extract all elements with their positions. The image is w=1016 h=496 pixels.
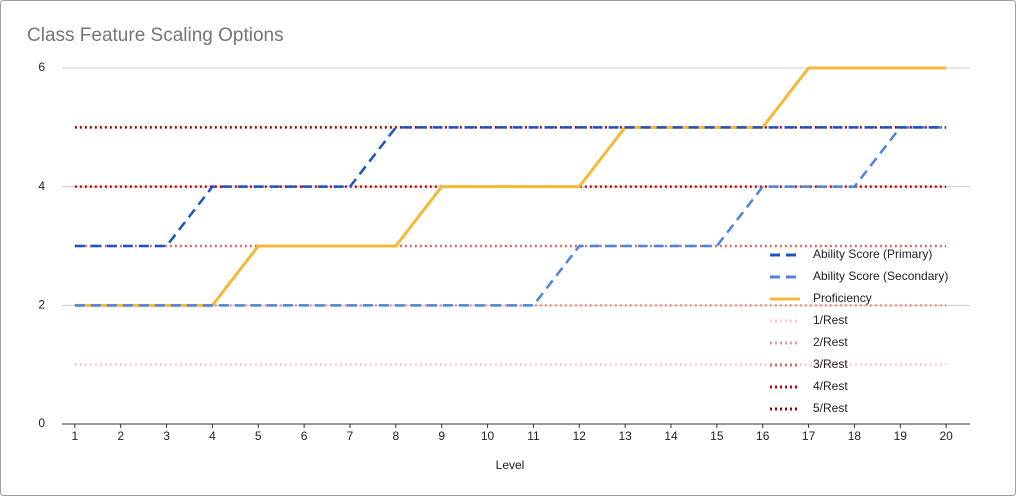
x-tick-label: 14	[664, 429, 678, 443]
y-tick-label: 6	[38, 60, 45, 74]
legend-label: 2/Rest	[813, 335, 848, 349]
x-tick-label: 9	[438, 429, 445, 443]
x-tick-label: 15	[710, 429, 724, 443]
legend-label: 1/Rest	[813, 313, 848, 327]
y-tick-label: 0	[38, 416, 45, 430]
x-tick-label: 4	[209, 429, 216, 443]
legend-label: Proficiency	[813, 291, 872, 305]
y-tick-label: 2	[38, 298, 45, 312]
x-tick-label: 2	[117, 429, 124, 443]
x-tick-label: 12	[573, 429, 587, 443]
x-tick-label: 13	[618, 429, 632, 443]
x-tick-label: 1	[71, 429, 78, 443]
chart-title: Class Feature Scaling Options	[27, 25, 284, 46]
legend-label: 3/Rest	[813, 357, 848, 371]
x-tick-label: 20	[939, 429, 953, 443]
legend-label: Ability Score (Primary)	[813, 247, 932, 261]
x-axis-title: Level	[496, 458, 525, 472]
series-line	[74, 66, 947, 307]
y-tick-label: 4	[38, 179, 45, 193]
x-tick-label: 19	[894, 429, 908, 443]
x-tick-label: 17	[802, 429, 816, 443]
series-line	[74, 126, 947, 307]
x-tick-label: 3	[163, 429, 170, 443]
x-tick-label: 5	[255, 429, 262, 443]
x-tick-label: 6	[301, 429, 308, 443]
legend-label: 5/Rest	[813, 401, 848, 415]
x-tick-label: 10	[481, 429, 495, 443]
legend-label: 4/Rest	[813, 379, 848, 393]
series-line	[74, 126, 947, 248]
x-tick-label: 7	[347, 429, 354, 443]
x-tick-label: 11	[527, 429, 540, 443]
x-tick-label: 8	[393, 429, 400, 443]
x-tick-label: 18	[848, 429, 862, 443]
legend-label: Ability Score (Secondary)	[813, 269, 948, 283]
x-tick-label: 16	[756, 429, 770, 443]
